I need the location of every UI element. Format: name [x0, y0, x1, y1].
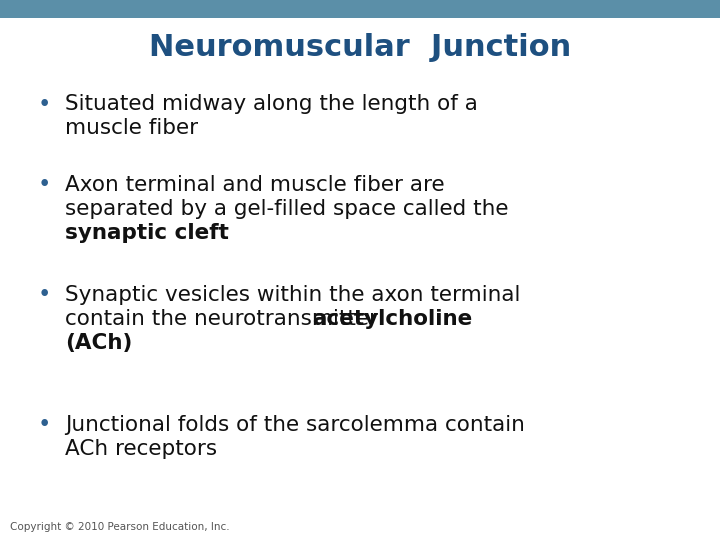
Text: •: •	[38, 173, 51, 197]
Text: Junctional folds of the sarcolemma contain: Junctional folds of the sarcolemma conta…	[65, 415, 525, 435]
Text: Neuromuscular  Junction: Neuromuscular Junction	[149, 33, 571, 63]
Bar	[0, 0, 720, 18]
Text: Axon terminal and muscle fiber are: Axon terminal and muscle fiber are	[65, 175, 445, 195]
Text: synaptic cleft: synaptic cleft	[65, 223, 229, 243]
Text: (ACh): (ACh)	[65, 333, 132, 353]
Text: •: •	[38, 284, 51, 307]
Text: •: •	[38, 92, 51, 116]
Text: separated by a gel-filled space called the: separated by a gel-filled space called t…	[65, 199, 508, 219]
Text: muscle fiber: muscle fiber	[65, 118, 198, 138]
Text: contain the neurotransmitter: contain the neurotransmitter	[65, 309, 385, 329]
Text: Synaptic vesicles within the axon terminal: Synaptic vesicles within the axon termin…	[65, 285, 521, 305]
Text: acetylcholine: acetylcholine	[312, 309, 472, 329]
Text: ACh receptors: ACh receptors	[65, 439, 217, 459]
Text: •: •	[38, 414, 51, 436]
Text: Situated midway along the length of a: Situated midway along the length of a	[65, 94, 478, 114]
Text: Copyright © 2010 Pearson Education, Inc.: Copyright © 2010 Pearson Education, Inc.	[10, 522, 230, 532]
